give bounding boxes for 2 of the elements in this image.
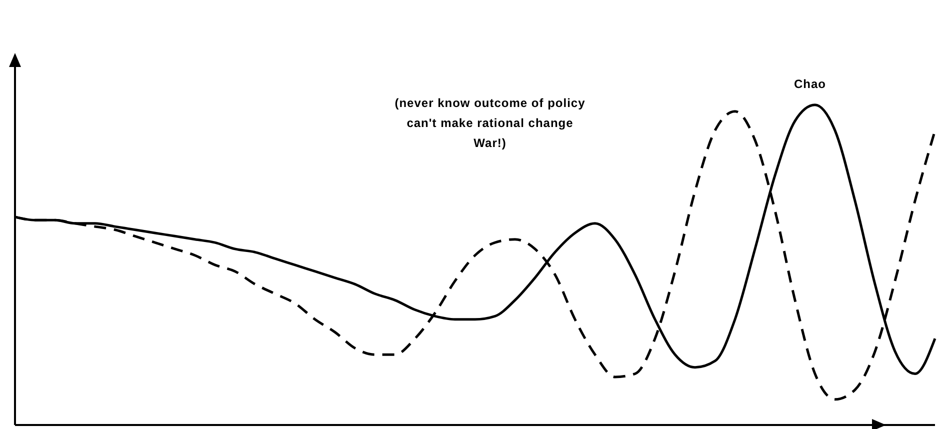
text: Chao	[793, 76, 827, 93]
annotation: (never know outcome of policy can't make rational change War!)	[394, 95, 586, 152]
